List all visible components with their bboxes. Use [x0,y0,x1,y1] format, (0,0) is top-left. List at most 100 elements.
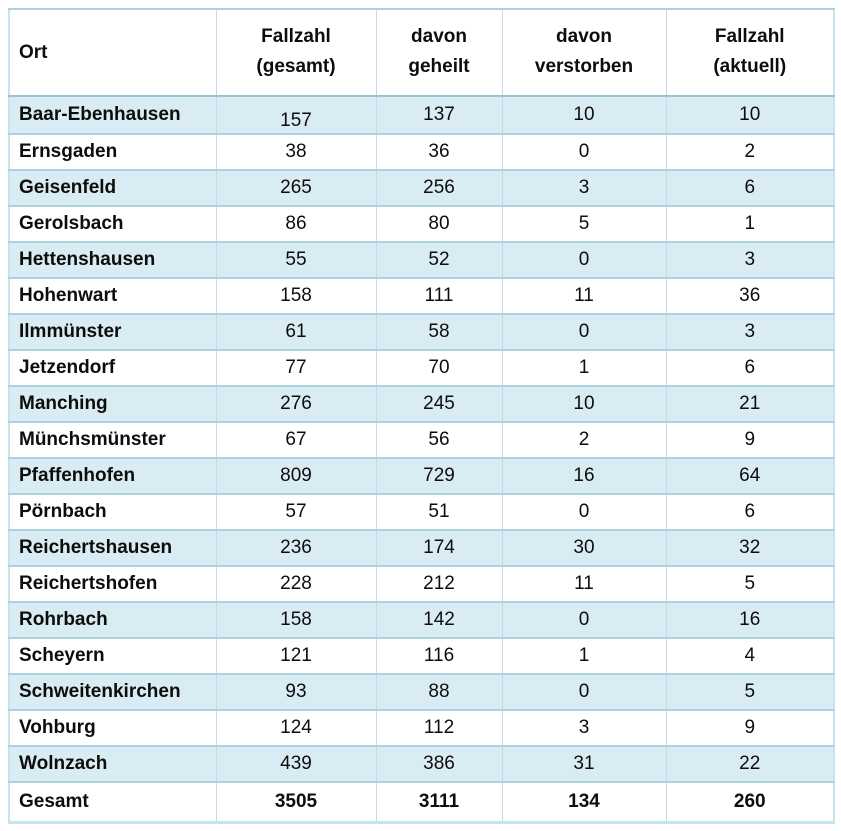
cell-fallzahl-aktuell: 6 [665,169,835,207]
cell-fallzahl-gesamt: 61 [215,313,377,351]
cell-fallzahl-aktuell: 10 [665,95,835,135]
cell-davon-verstorben: 30 [501,529,667,567]
cell-davon-verstorben: 1 [501,637,667,675]
cell-ort: Rohrbach [8,601,217,639]
cell-ort: Reichertshofen [8,565,217,603]
cell-davon-verstorben: 0 [501,241,667,279]
cell-fallzahl-gesamt: 236 [215,529,377,567]
cell-fallzahl-gesamt: 121 [215,637,377,675]
cell-davon-geheilt: 142 [375,601,503,639]
cell-fallzahl-aktuell: 9 [665,709,835,747]
cell-davon-verstorben: 0 [501,673,667,711]
cell-fallzahl-gesamt: 55 [215,241,377,279]
cell-fallzahl-aktuell: 64 [665,457,835,495]
table-row: Wolnzach 439 386 31 22 [8,745,835,783]
cell-davon-geheilt: 111 [375,277,503,315]
cell-ort: Wolnzach [8,745,217,783]
cell-davon-verstorben: 0 [501,601,667,639]
table-row: Reichertshofen 228 212 11 5 [8,565,835,603]
cell-davon-verstorben: 10 [501,95,667,135]
cell-davon-verstorben: 1 [501,349,667,387]
covid-cases-table: Ort Fallzahl (gesamt) davon geheilt davo… [8,8,835,824]
table-row: Rohrbach 158 142 0 16 [8,601,835,639]
cell-davon-geheilt: 116 [375,637,503,675]
table-row: Münchsmünster 67 56 2 9 [8,421,835,459]
cell-fallzahl-aktuell: 9 [665,421,835,459]
table-total-row: Gesamt 3505 3111 134 260 [8,781,835,823]
cell-ort: Manching [8,385,217,423]
cell-fallzahl-aktuell: 22 [665,745,835,783]
cell-ort: Münchsmünster [8,421,217,459]
table-row: Jetzendorf 77 70 1 6 [8,349,835,387]
cell-fallzahl-aktuell: 6 [665,493,835,531]
table-row: Gerolsbach 86 80 5 1 [8,205,835,243]
cell-ort: Baar-Ebenhausen [8,95,217,135]
cell-fallzahl-aktuell: 4 [665,637,835,675]
table-row: Pfaffenhofen 809 729 16 64 [8,457,835,495]
cell-davon-geheilt: 256 [375,169,503,207]
cell-fallzahl-aktuell: 21 [665,385,835,423]
table-header-row: Ort Fallzahl (gesamt) davon geheilt davo… [8,8,835,97]
cell-davon-geheilt: 137 [375,95,503,135]
cell-davon-geheilt: 56 [375,421,503,459]
cell-fallzahl-aktuell: 5 [665,673,835,711]
table-footer: Gesamt 3505 3111 134 260 [8,781,835,823]
column-header-label-line1: davon [556,26,612,47]
column-header-label-line2: (aktuell) [713,56,787,77]
column-header-label-line2: geheilt [408,56,470,77]
cell-davon-geheilt: 80 [375,205,503,243]
total-label: Gesamt [8,781,217,823]
column-header-label-line1: Fallzahl [714,26,785,47]
table-row: Reichertshausen 236 174 30 32 [8,529,835,567]
total-davon-verstorben: 134 [501,781,667,823]
cell-fallzahl-aktuell: 32 [665,529,835,567]
cell-fallzahl-aktuell: 1 [665,205,835,243]
cell-davon-verstorben: 5 [501,205,667,243]
table-row: Schweitenkirchen 93 88 0 5 [8,673,835,711]
table-row: Hohenwart 158 111 11 36 [8,277,835,315]
table-row: Scheyern 121 116 1 4 [8,637,835,675]
column-header-label-line1: Fallzahl [261,26,331,47]
cell-fallzahl-gesamt: 265 [215,169,377,207]
cell-ort: Hettenshausen [8,241,217,279]
cell-ort: Geisenfeld [8,169,217,207]
column-header-davon-geheilt: davon geheilt [375,8,503,97]
table-row: Pörnbach 57 51 0 6 [8,493,835,531]
column-header-label-line1: davon [411,26,467,47]
cell-ort: Reichertshausen [8,529,217,567]
cell-fallzahl-aktuell: 3 [665,241,835,279]
cell-fallzahl-gesamt: 158 [215,601,377,639]
cell-davon-verstorben: 0 [501,313,667,351]
cell-ort: Schweitenkirchen [8,673,217,711]
cell-fallzahl-aktuell: 16 [665,601,835,639]
cell-fallzahl-gesamt: 809 [215,457,377,495]
table-row: Baar-Ebenhausen 157 137 10 10 [8,95,835,135]
cell-ort: Scheyern [8,637,217,675]
cell-davon-geheilt: 70 [375,349,503,387]
total-davon-geheilt: 3111 [375,781,503,823]
cell-ort: Hohenwart [8,277,217,315]
cell-davon-verstorben: 11 [501,565,667,603]
cell-fallzahl-gesamt: 93 [215,673,377,711]
column-header-label: Ort [19,41,48,63]
cell-fallzahl-aktuell: 36 [665,277,835,315]
cell-ort: Pörnbach [8,493,217,531]
cell-davon-geheilt: 36 [375,133,503,171]
cell-fallzahl-gesamt: 38 [215,133,377,171]
cell-davon-geheilt: 52 [375,241,503,279]
column-header-label-line2: (gesamt) [256,56,336,77]
cell-ort: Ilmmünster [8,313,217,351]
cell-fallzahl-gesamt: 57 [215,493,377,531]
cell-fallzahl-aktuell: 6 [665,349,835,387]
cell-davon-geheilt: 51 [375,493,503,531]
cell-fallzahl-gesamt: 439 [215,745,377,783]
cell-fallzahl-gesamt: 67 [215,421,377,459]
column-header-fallzahl-gesamt: Fallzahl (gesamt) [215,8,377,97]
table-row: Vohburg 124 112 3 9 [8,709,835,747]
cell-davon-verstorben: 0 [501,133,667,171]
table-row: Ernsgaden 38 36 0 2 [8,133,835,171]
cell-davon-geheilt: 88 [375,673,503,711]
cell-fallzahl-gesamt: 86 [215,205,377,243]
cell-fallzahl-gesamt: 157 [215,95,377,135]
cell-fallzahl-gesamt: 228 [215,565,377,603]
